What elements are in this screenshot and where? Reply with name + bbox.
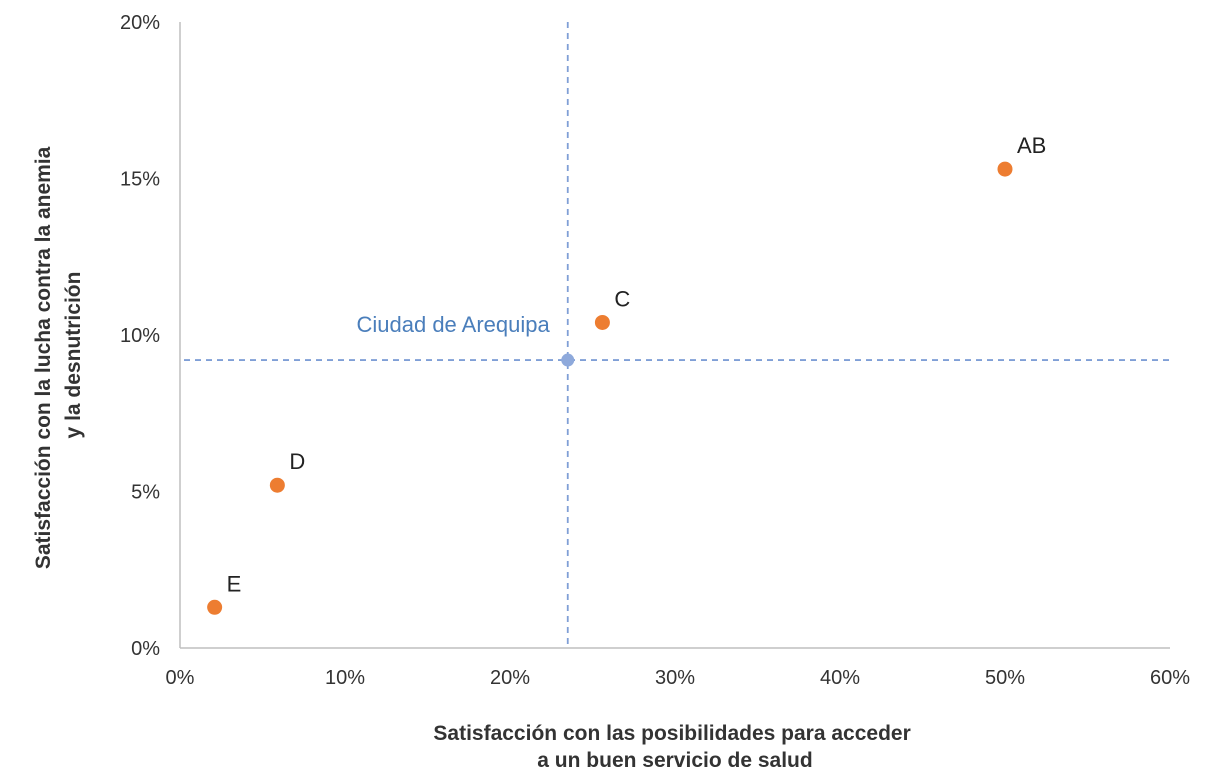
data-point-d (269, 477, 285, 493)
y-axis-title-line-2: y la desnutrición (62, 272, 85, 439)
reference-point (561, 353, 575, 367)
data-point-c (594, 314, 610, 330)
data-point-e (207, 599, 223, 615)
data-point-label: E (227, 571, 242, 596)
y-axis-title-line-1: Satisfacción con la lucha contra la anem… (32, 146, 55, 569)
y-tick-label: 20% (120, 12, 160, 34)
x-tick-label: 10% (325, 667, 365, 689)
x-tick-label: 0% (166, 667, 195, 689)
x-tick-label: 20% (490, 667, 530, 689)
y-tick-labels: 0% 5% 10% 15% 20% (120, 12, 160, 660)
reference-label: Ciudad de Arequipa (356, 312, 550, 337)
x-axis-title: Satisfacción con las posibilidades para … (433, 722, 916, 772)
data-points: AB C D E (207, 133, 1046, 615)
x-tick-label: 50% (985, 667, 1025, 689)
x-tick-label: 40% (820, 667, 860, 689)
data-point-label: AB (1017, 133, 1046, 158)
data-point-label: C (614, 286, 630, 311)
y-axis-title: Satisfacción con la lucha contra la anem… (32, 141, 85, 569)
y-tick-label: 15% (120, 169, 160, 191)
x-axis-title-line-2: a un buen servicio de salud (537, 749, 812, 772)
y-tick-label: 10% (120, 325, 160, 347)
y-tick-label: 5% (131, 482, 160, 504)
data-point-ab (997, 161, 1013, 177)
x-tick-label: 60% (1150, 667, 1190, 689)
x-tick-label: 30% (655, 667, 695, 689)
x-tick-labels: 0% 10% 20% 30% 40% 50% 60% (166, 667, 1191, 689)
data-point-label: D (289, 449, 305, 474)
y-tick-label: 0% (131, 638, 160, 660)
x-axis-title-line-1: Satisfacción con las posibilidades para … (433, 722, 910, 745)
